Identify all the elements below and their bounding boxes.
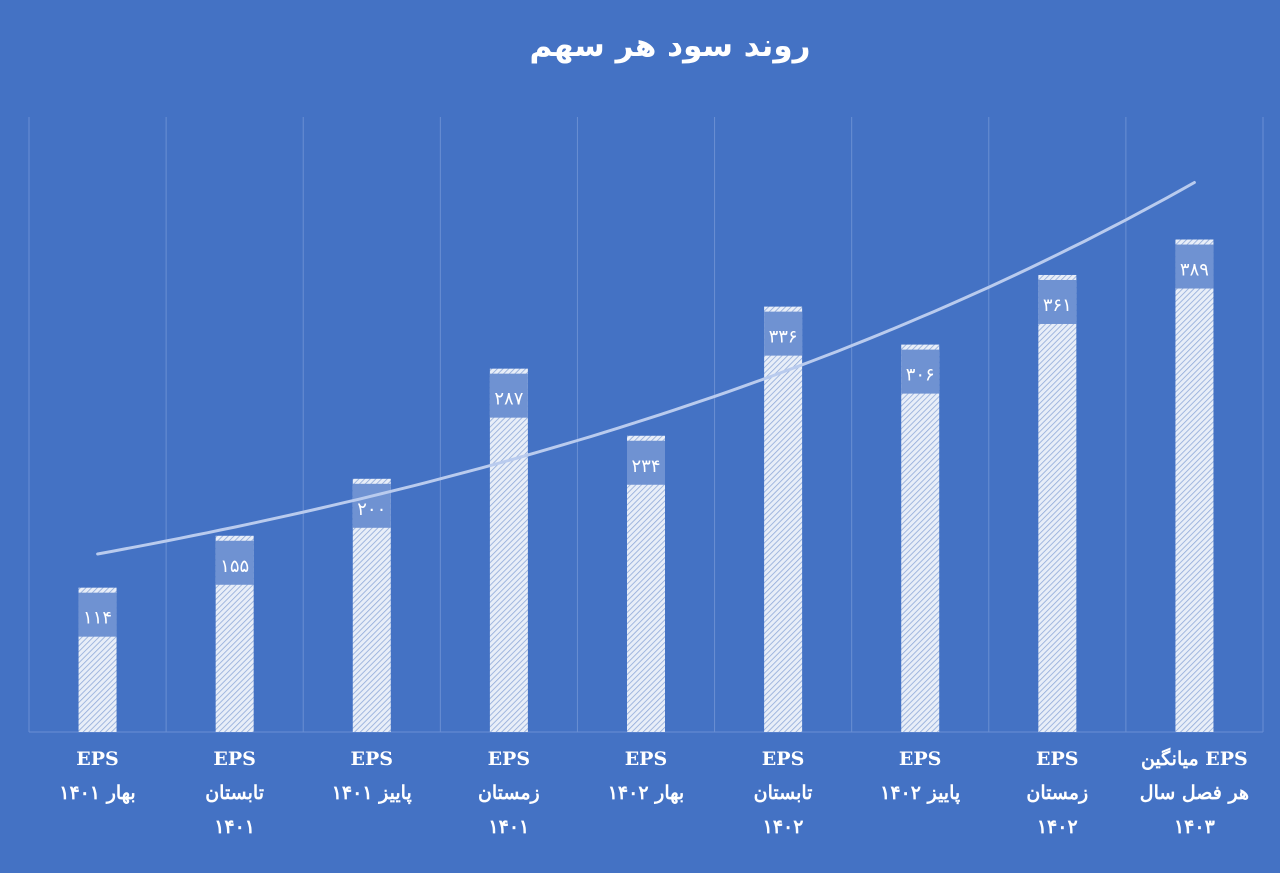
data-label: ۱۵۵ <box>220 556 249 577</box>
data-label-background <box>1038 279 1077 324</box>
data-label-background <box>764 311 803 356</box>
x-tick-label: EPS پاییز ۱۴۰۱ <box>331 748 412 804</box>
data-label: ۱۱۴ <box>83 608 112 629</box>
data-label: ۲۸۷ <box>494 389 523 410</box>
data-label: ۳۰۶ <box>906 365 935 386</box>
x-tick-label: EPS بهار ۱۴۰۱ <box>59 748 136 804</box>
x-tick-label: EPS میانگین هر فصل سال ۱۴۰۳ <box>1139 748 1249 838</box>
data-label: ۲۰۰ <box>357 499 386 520</box>
trendline <box>96 181 1196 556</box>
bar <box>901 344 940 732</box>
data-label-background <box>352 483 391 528</box>
x-tick-label: EPS بهار ۱۴۰۲ <box>607 748 685 804</box>
bars: ۱۱۴ ۱۵۵ ۲۰۰ ۲۸۷ ۲۳۴ ۳۳۶ ۳۰۶ ۳۶۱ ۳۸۹ <box>78 239 1214 732</box>
data-label: ۳۳۶ <box>769 327 798 348</box>
bar <box>1038 274 1077 732</box>
x-tick-label: EPS پاییز ۱۴۰۲ <box>880 748 961 804</box>
data-label: ۳۶۱ <box>1043 295 1072 316</box>
data-label: ۳۸۹ <box>1180 260 1209 281</box>
x-tick-label: EPS زمستان ۱۴۰۱ <box>477 748 540 838</box>
data-label-background <box>215 540 254 585</box>
data-label-background <box>78 592 117 637</box>
trendline-path <box>96 181 1196 556</box>
x-tick-label: EPS تابستان ۱۴۰۲ <box>753 748 813 838</box>
chart-title: روند سود هر سهم <box>529 28 811 64</box>
x-tick-label: EPS زمستان ۱۴۰۲ <box>1026 748 1089 838</box>
bar <box>489 368 528 732</box>
data-label-background <box>901 349 940 394</box>
data-label-background <box>1175 244 1214 289</box>
data-label-background <box>627 440 665 485</box>
x-tick-label: EPS تابستان ۱۴۰۱ <box>205 748 264 838</box>
bar <box>1175 239 1214 732</box>
data-label-background <box>489 373 528 418</box>
data-label: ۲۳۴ <box>631 456 660 477</box>
bar <box>627 435 665 732</box>
